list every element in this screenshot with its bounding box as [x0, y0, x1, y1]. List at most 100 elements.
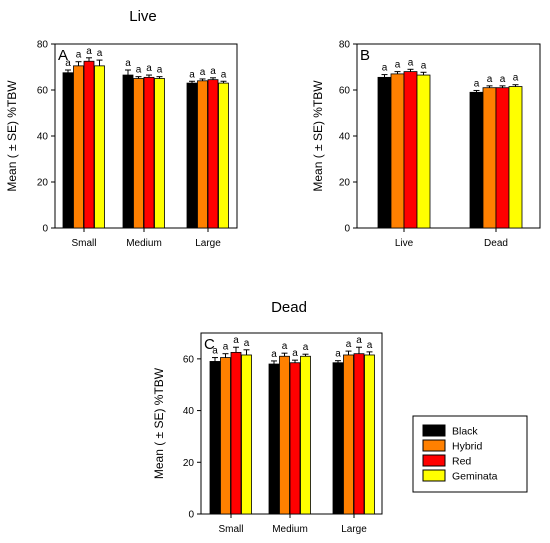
x-tick-label-a: Medium [126, 238, 162, 249]
legend: Black Hybrid Red Geminata [412, 415, 528, 493]
y-axis-label-b: Mean ( ± SE) %TBW [311, 80, 325, 192]
y-tick-label-b: 40 [339, 132, 351, 143]
significance-label-c: a [212, 346, 218, 357]
bar-a [186, 82, 198, 229]
bar-b [482, 87, 497, 229]
significance-label-c: a [223, 342, 229, 353]
significance-label-b: a [421, 60, 427, 71]
y-tick-label-b: 80 [339, 40, 351, 51]
significance-label-a: a [146, 63, 152, 74]
panel-label-c: C [204, 336, 215, 353]
bar-c [364, 354, 375, 515]
bar-a [207, 79, 219, 229]
bar-b [390, 73, 405, 229]
bar-c [279, 355, 290, 515]
significance-label-c: a [244, 338, 250, 349]
bar-a [154, 78, 165, 229]
bar-a [133, 78, 144, 229]
bar-b [377, 76, 392, 229]
bar-a [73, 65, 84, 229]
significance-label-a: a [210, 66, 216, 77]
y-tick-label-c: 40 [183, 406, 195, 417]
bar-b [469, 91, 484, 229]
bar-a [83, 60, 95, 229]
significance-label-c: a [271, 349, 277, 360]
bar-c [241, 354, 252, 515]
significance-label-b: a [408, 57, 414, 68]
y-tick-label-a: 60 [37, 86, 49, 97]
y-tick-label-c: 60 [183, 354, 195, 365]
significance-label-a: a [76, 50, 82, 61]
legend-label: Black [452, 426, 478, 438]
y-tick-label-b: 60 [339, 86, 351, 97]
significance-label-b: a [513, 73, 519, 84]
significance-label-b: a [474, 78, 480, 89]
significance-label-a: a [65, 58, 71, 69]
bar-a [143, 76, 155, 229]
y-tick-label-b: 0 [344, 224, 350, 235]
y-tick-label-c: 20 [183, 458, 195, 469]
bar-c [230, 351, 242, 515]
bar-b [508, 86, 523, 229]
bar-b [495, 87, 510, 229]
significance-label-b: a [395, 60, 401, 71]
legend-label: Geminata [452, 471, 498, 483]
significance-label-a: a [136, 65, 142, 76]
x-tick-label-b: Live [395, 238, 414, 249]
significance-label-a: a [125, 58, 131, 69]
bar-c [268, 363, 280, 515]
significance-label-c: a [292, 348, 298, 359]
x-tick-label-c: Small [218, 524, 243, 535]
bar-a [122, 74, 134, 229]
significance-label-a: a [189, 69, 195, 80]
legend-swatch [422, 454, 446, 467]
panel-label-b: B [360, 47, 370, 64]
title-live: Live [129, 8, 157, 25]
bar-c [220, 357, 231, 515]
bar-c [343, 354, 354, 515]
y-axis-label-c: Mean ( ± SE) %TBW [152, 367, 166, 479]
bar-a [218, 82, 229, 229]
x-tick-label-b: Dead [484, 238, 508, 249]
x-tick-label-c: Large [341, 524, 367, 535]
x-tick-label-c: Medium [272, 524, 308, 535]
bar-c [289, 362, 301, 515]
significance-label-b: a [500, 74, 506, 85]
y-tick-label-b: 20 [339, 178, 351, 189]
legend-swatch [422, 469, 446, 482]
panel-label-a: A [58, 47, 68, 64]
bar-a [94, 65, 105, 229]
bar-a [197, 80, 208, 229]
legend-swatch [422, 424, 446, 437]
significance-label-c: a [282, 341, 288, 352]
significance-label-b: a [487, 74, 493, 85]
x-tick-label-a: Small [71, 238, 96, 249]
significance-label-c: a [335, 349, 341, 360]
legend-label: Red [452, 456, 471, 468]
significance-label-c: a [367, 340, 373, 351]
y-tick-label-c: 0 [188, 510, 194, 521]
x-tick-label-a: Large [195, 238, 221, 249]
bar-c [209, 361, 221, 515]
title-dead: Dead [271, 299, 307, 316]
bar-b [416, 74, 431, 229]
y-tick-label-a: 20 [37, 178, 49, 189]
significance-label-c: a [303, 342, 309, 353]
y-tick-label-a: 0 [42, 224, 48, 235]
bar-a [62, 72, 74, 229]
significance-label-a: a [157, 65, 163, 76]
bar-b [403, 71, 418, 229]
significance-label-c: a [233, 335, 239, 346]
bar-c [353, 353, 365, 515]
significance-label-a: a [200, 67, 206, 78]
significance-label-b: a [382, 63, 388, 74]
bar-c [332, 362, 344, 515]
bar-c [300, 355, 311, 515]
significance-label-a: a [86, 46, 92, 57]
legend-label: Hybrid [452, 441, 483, 453]
significance-label-a: a [221, 69, 227, 80]
